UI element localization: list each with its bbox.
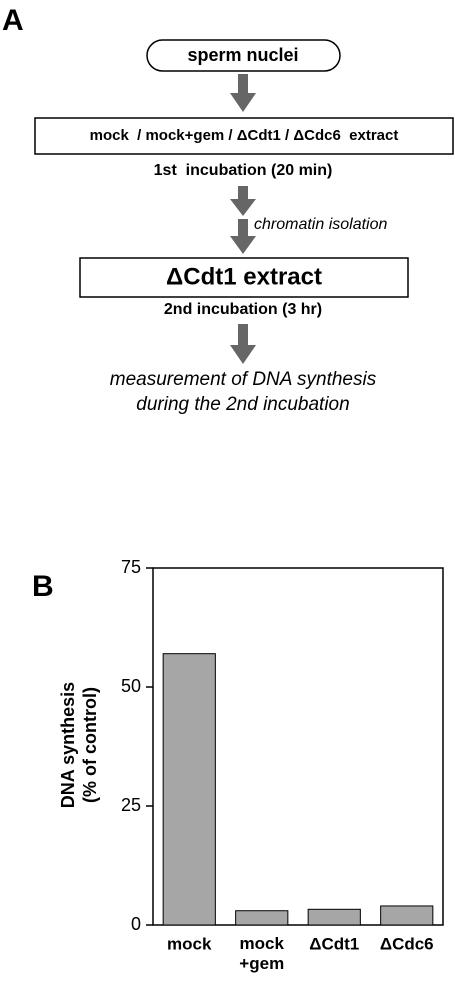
arrow <box>230 219 256 254</box>
y-tick-label: 75 <box>121 557 141 577</box>
start-node <box>146 39 341 72</box>
panel-b: B DNA synthesis (% of control) 0 25 50 75 mock m… <box>32 557 444 973</box>
step1-box <box>34 117 454 155</box>
panel-a: A sperm nuclei mock / mock+gem / ΔCdt1 /… <box>2 4 454 415</box>
plot-frame <box>152 567 444 926</box>
step2-text: ΔCdt1 extract <box>166 263 322 290</box>
bar <box>162 653 216 926</box>
start-text: sperm nuclei <box>187 45 298 65</box>
bar <box>380 905 434 926</box>
y-tick-label: 0 <box>131 914 141 934</box>
panel-label: A <box>2 4 24 37</box>
step1-text: mock / mock+gem / ΔCdt1 / ΔCdc6 extract <box>90 127 399 144</box>
transfer-note: chromatin isolation <box>254 216 388 233</box>
x-tick-label: ΔCdc6 <box>380 934 434 953</box>
result-text: measurement of DNA synthesis during the 2… <box>110 369 377 415</box>
arrow <box>230 324 256 364</box>
arrow <box>230 74 256 112</box>
step2-box <box>79 257 409 298</box>
panel-label: B <box>32 570 54 603</box>
step1-note: 1st incubation (20 min) <box>154 162 333 179</box>
x-tick-label: mock +gem <box>239 934 284 973</box>
step2-note: 2nd incubation (3 hr) <box>164 301 322 318</box>
y-tick-label: 50 <box>121 676 141 696</box>
x-tick-label: ΔCdt1 <box>309 934 359 953</box>
bar <box>307 908 361 926</box>
y-tick-label: 25 <box>121 795 141 815</box>
x-tick-label: mock <box>167 934 212 953</box>
bar <box>235 910 289 926</box>
arrow <box>230 186 256 216</box>
y-axis-label: DNA synthesis (% of control) <box>58 682 100 808</box>
